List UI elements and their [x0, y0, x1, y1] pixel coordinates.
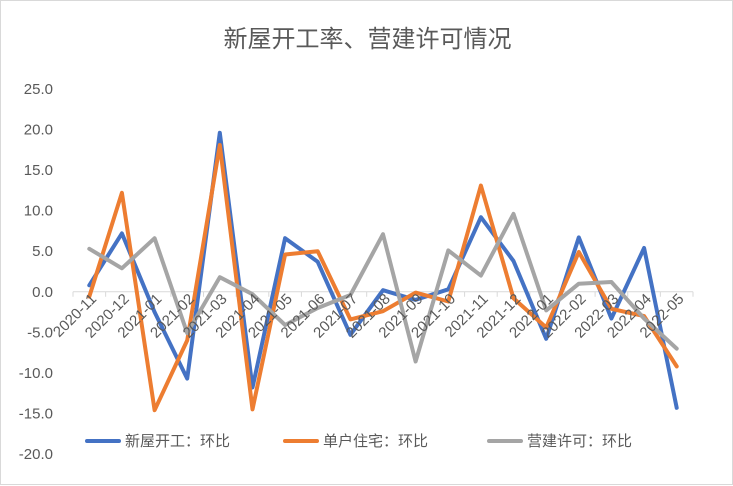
legend-label: 单户住宅：环比: [323, 432, 428, 450]
y-tick-label: 25.0: [24, 81, 53, 98]
series-line-1: [87, 130, 679, 410]
y-tick-label: -20.0: [19, 446, 53, 463]
y-tick-label: 10.0: [24, 203, 53, 220]
chart-title: 新屋开工率、营建许可情况: [223, 25, 512, 53]
y-tick-label: -10.0: [19, 365, 53, 382]
y-tick-label: -15.0: [19, 405, 53, 422]
y-tick-label: -5.0: [27, 324, 53, 341]
series-line-3: [87, 211, 679, 364]
series-line-2: [87, 143, 679, 413]
y-tick-label: 15.0: [24, 162, 53, 179]
y-tick-label: 0.0: [32, 284, 53, 301]
legend-label: 新屋开工：环比: [125, 432, 230, 450]
y-tick-label: 5.0: [32, 243, 53, 260]
y-tick-label: 20.0: [24, 122, 53, 139]
legend-label: 营建许可：环比: [527, 432, 632, 450]
